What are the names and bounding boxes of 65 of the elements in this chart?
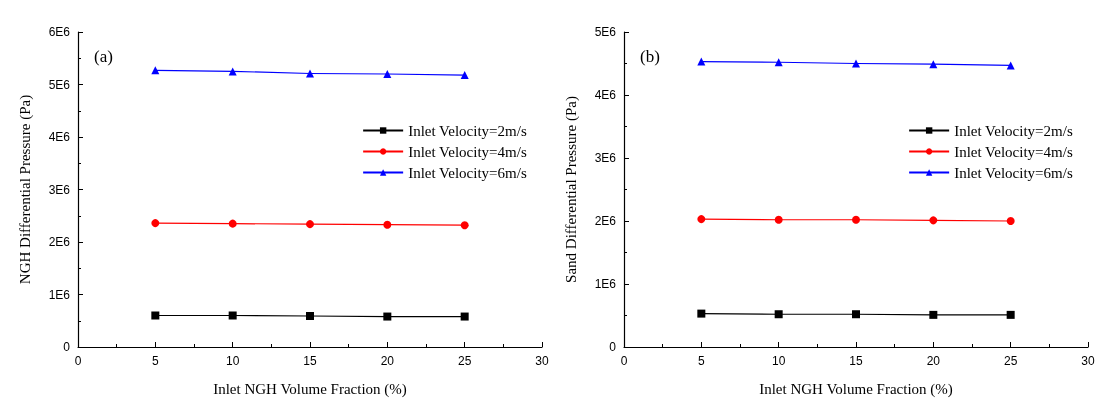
point <box>460 221 469 230</box>
point <box>929 216 938 225</box>
point <box>306 220 314 229</box>
x-tick-label: 15 <box>849 354 863 368</box>
point <box>460 71 469 80</box>
point <box>228 219 237 228</box>
legend-label: Inlet Velocity=2m/s <box>408 122 527 139</box>
point <box>306 69 314 78</box>
point <box>383 70 392 78</box>
legend-label: Inlet Velocity=4m/s <box>954 143 1073 160</box>
point <box>697 215 706 224</box>
point <box>151 219 160 228</box>
x-tick-label: 0 <box>74 354 82 368</box>
y-tick-label: 4E6 <box>594 88 617 102</box>
legend-label: Inlet Velocity=6m/s <box>954 164 1073 181</box>
y-tick-label: 5E6 <box>594 25 617 39</box>
x-axis-title: Inlet NGH Volume Fraction (%) <box>759 380 953 398</box>
point <box>383 312 392 321</box>
y-tick-label: 2E6 <box>48 235 71 249</box>
point <box>306 312 314 321</box>
point <box>151 311 160 320</box>
x-tick-label: 10 <box>771 354 786 368</box>
point <box>460 312 469 321</box>
annotation: (b) <box>640 47 660 66</box>
legend-label: Inlet Velocity=2m/s <box>954 122 1073 139</box>
x-tick-label: 30 <box>1081 354 1095 368</box>
y-tick-label: 0 <box>609 340 617 354</box>
x-tick-label: 30 <box>535 354 549 368</box>
point <box>383 220 392 229</box>
y-tick-label: 2E6 <box>594 214 617 228</box>
point <box>697 57 706 66</box>
point <box>697 309 706 318</box>
point <box>1006 310 1015 319</box>
legend-label: Inlet Velocity=6m/s <box>408 164 527 181</box>
point <box>228 311 237 320</box>
point <box>1006 217 1015 225</box>
point <box>774 310 783 319</box>
x-tick-label: 5 <box>151 354 159 368</box>
y-tick-label: 4E6 <box>48 130 71 144</box>
annotation: (a) <box>94 47 113 66</box>
point <box>774 215 783 224</box>
x-tick-label: 0 <box>620 354 628 368</box>
y-tick-label: 6E6 <box>48 25 71 39</box>
x-tick-label: 20 <box>926 354 941 368</box>
x-tick-label: 25 <box>1003 354 1018 368</box>
point <box>852 310 860 319</box>
y-tick-label: 0 <box>63 340 71 354</box>
y-tick-label: 3E6 <box>48 182 71 197</box>
x-tick-label: 10 <box>225 354 240 368</box>
x-tick-label: 15 <box>303 354 317 368</box>
point <box>852 215 860 224</box>
x-tick-label: 20 <box>380 354 395 368</box>
point <box>929 60 938 69</box>
legend-label: Inlet Velocity=4m/s <box>408 143 527 160</box>
point <box>852 59 860 68</box>
y-tick-label: 5E6 <box>48 77 71 92</box>
point <box>929 310 938 319</box>
y-tick-label: 3E6 <box>594 151 617 165</box>
y-axis-title: NGH Differential Pressure (Pa) <box>16 94 34 285</box>
y-axis-title: Sand Differential Pressure (Pa) <box>562 96 580 283</box>
x-tick-label: 25 <box>457 354 472 368</box>
x-axis-title: Inlet NGH Volume Fraction (%) <box>213 380 407 398</box>
y-tick-label: 1E6 <box>594 277 617 291</box>
x-tick-label: 5 <box>697 354 705 368</box>
y-tick-label: 1E6 <box>48 287 71 302</box>
